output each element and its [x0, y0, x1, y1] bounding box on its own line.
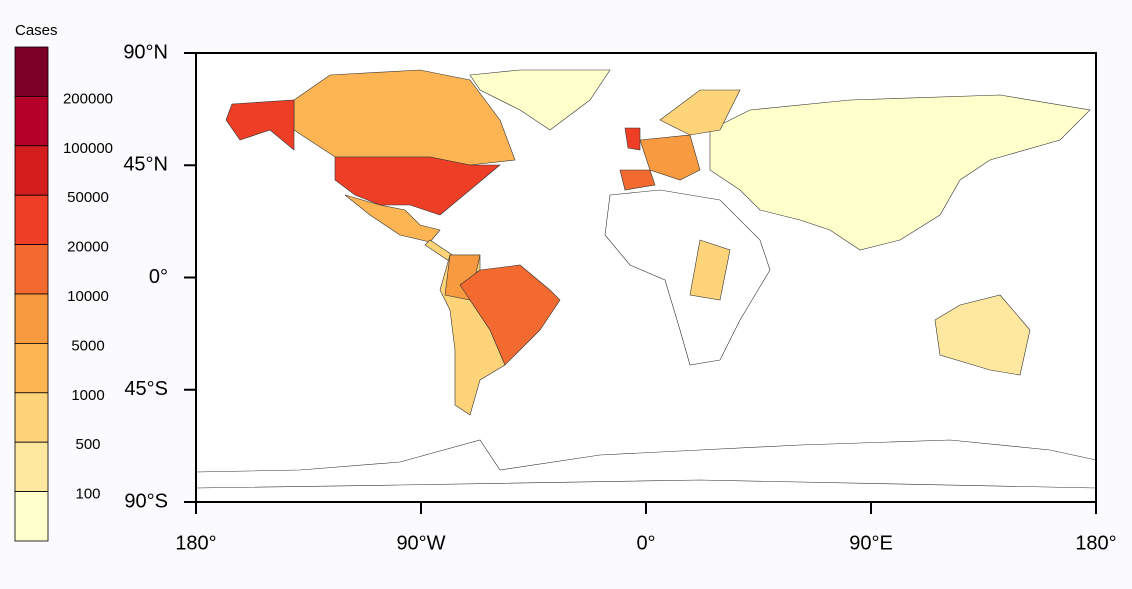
iberia	[619, 169, 656, 191]
legend-swatch	[14, 441, 49, 493]
y-tick-label: 0°	[149, 266, 168, 288]
legend-swatch	[14, 96, 49, 147]
y-tick-label: 90°S	[124, 490, 168, 512]
legend-label: 5000	[71, 337, 104, 354]
y-tick-label: 90°N	[123, 41, 168, 63]
legend-swatch	[14, 145, 49, 196]
legend-label: 100000	[63, 140, 113, 157]
legend-label: 50000	[67, 189, 109, 206]
x-tick-label: 90°W	[396, 532, 445, 554]
y-tick-label: 45°N	[123, 154, 168, 176]
central-africa	[689, 239, 731, 301]
legend-swatch	[14, 194, 49, 245]
uk	[624, 127, 641, 151]
legend-label: 200000	[63, 90, 113, 107]
x-tick-label: 90°E	[849, 532, 893, 554]
alaska	[225, 99, 295, 151]
russia-asia	[709, 94, 1091, 251]
legend-label: 100	[75, 486, 100, 503]
x-tick-label: 180°	[1075, 532, 1116, 554]
legend-swatch	[14, 293, 49, 344]
australia	[934, 294, 1031, 376]
countries	[195, 69, 1097, 489]
antarctica	[195, 439, 1097, 489]
africa	[604, 189, 771, 366]
legend-label: 10000	[67, 288, 109, 305]
legend-label: 1000	[71, 387, 104, 404]
legend-label: 500	[75, 436, 100, 453]
legend-swatch	[14, 491, 49, 542]
x-tick-label: 0°	[636, 532, 655, 554]
western-europe	[639, 134, 701, 181]
legend-label: 20000	[67, 239, 109, 256]
greenland	[469, 69, 611, 131]
legend-swatch	[14, 392, 49, 443]
legend-title: Cases	[15, 22, 58, 39]
legend-swatch	[14, 342, 49, 394]
x-tick-label: 180°	[175, 532, 216, 554]
brazil	[459, 264, 561, 366]
legend-swatch	[14, 46, 49, 97]
scandinavia	[659, 89, 741, 136]
canada	[293, 69, 516, 166]
usa	[334, 156, 501, 216]
y-tick-label: 45°S	[124, 378, 168, 400]
mexico	[344, 194, 441, 243]
legend-swatch	[14, 244, 49, 295]
